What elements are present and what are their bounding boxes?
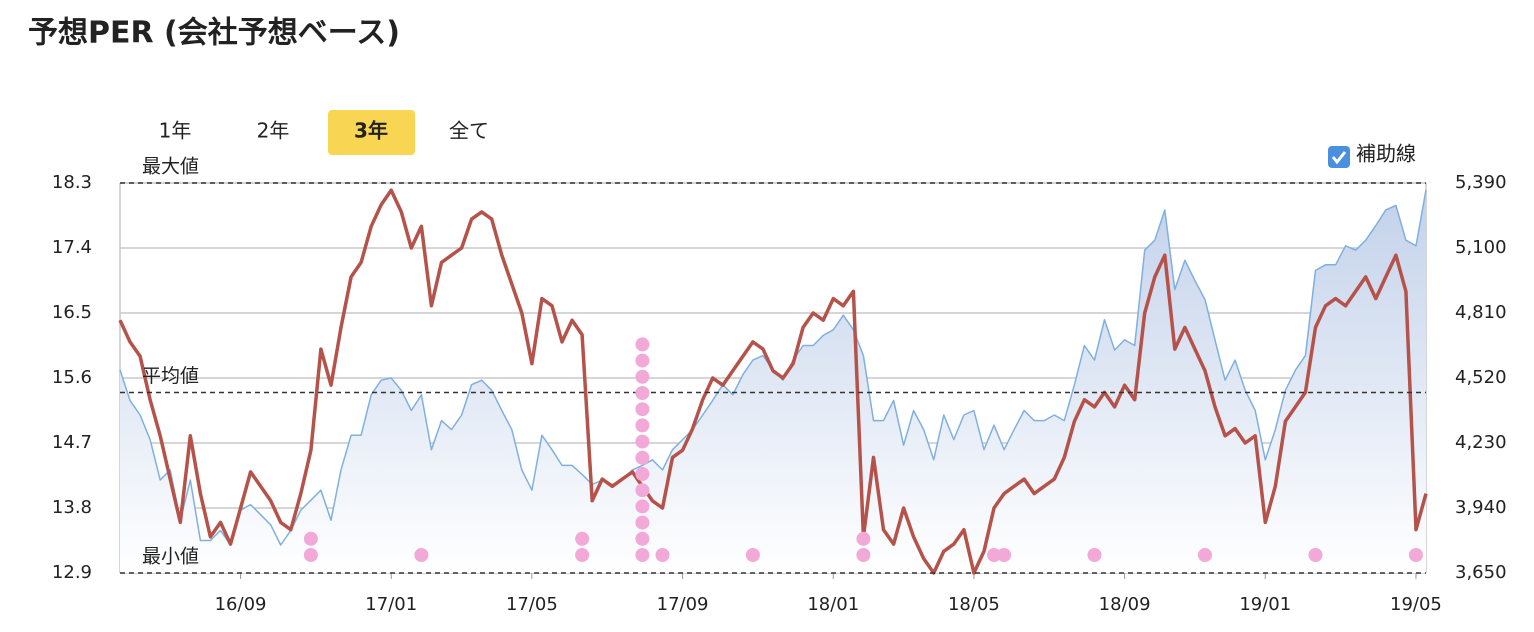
page-title: 予想PER (会社予想ベース) xyxy=(28,16,400,51)
x-tick-label: 16/09 xyxy=(215,594,267,615)
tab[interactable]: 2年 xyxy=(257,119,290,143)
event-dot[interactable] xyxy=(414,548,429,562)
event-dot[interactable] xyxy=(1087,548,1102,562)
x-tick-label: 18/09 xyxy=(1099,594,1151,615)
event-dot[interactable] xyxy=(303,531,318,546)
y2-tick-label: 4,520 xyxy=(1455,367,1507,388)
tab[interactable]: 全て xyxy=(449,119,489,143)
event-dot[interactable] xyxy=(575,531,590,546)
y2-tick-label: 3,650 xyxy=(1455,562,1507,583)
y-tick-label: 15.6 xyxy=(52,367,92,388)
x-tick-label: 19/05 xyxy=(1390,594,1442,615)
event-dot[interactable] xyxy=(635,531,650,546)
x-tick-label: 18/05 xyxy=(948,594,1000,615)
checkbox-label[interactable]: 補助線 xyxy=(1356,142,1416,166)
y-tick-label: 18.3 xyxy=(52,172,92,193)
event-dot[interactable] xyxy=(635,418,650,433)
event-dot[interactable] xyxy=(635,386,650,400)
y-tick-label: 12.9 xyxy=(52,562,92,583)
tab-active-bg[interactable] xyxy=(328,110,415,155)
y-tick-label: 14.7 xyxy=(52,432,92,453)
y-tick-label: 13.8 xyxy=(52,497,92,518)
x-tick-label: 17/01 xyxy=(365,594,417,615)
x-tick-label: 17/05 xyxy=(506,594,558,615)
series-line xyxy=(118,188,1428,575)
event-dot[interactable] xyxy=(635,450,650,465)
y2-tick-label: 4,230 xyxy=(1455,432,1507,453)
check-icon xyxy=(1331,151,1347,165)
reference-label: 平均値 xyxy=(142,365,199,387)
event-dot[interactable] xyxy=(635,337,650,352)
event-dot[interactable] xyxy=(635,434,650,449)
y2-tick-label: 4,810 xyxy=(1455,302,1507,323)
event-dot[interactable] xyxy=(997,548,1012,562)
event-dot[interactable] xyxy=(1197,548,1212,562)
tab[interactable]: 3年 xyxy=(354,119,388,143)
area xyxy=(120,189,1426,573)
event-dot[interactable] xyxy=(987,548,1002,562)
event-dot[interactable] xyxy=(635,369,650,384)
tab[interactable]: 1年 xyxy=(159,119,192,143)
x-tick-label: 17/09 xyxy=(657,594,709,615)
y2-tick-label: 5,100 xyxy=(1455,237,1507,258)
event-dot[interactable] xyxy=(575,548,590,562)
event-dot[interactable] xyxy=(655,548,670,562)
event-dot[interactable] xyxy=(635,483,650,498)
x-tick-label: 19/01 xyxy=(1239,594,1291,615)
event-dot[interactable] xyxy=(635,353,650,368)
event-dot[interactable] xyxy=(1408,548,1423,562)
event-dot[interactable] xyxy=(745,548,760,562)
event-dot[interactable] xyxy=(635,548,650,562)
y2-tick-label: 3,940 xyxy=(1455,497,1507,518)
y-tick-label: 17.4 xyxy=(52,237,92,258)
event-dot[interactable] xyxy=(635,515,650,530)
x-tick-label: 18/01 xyxy=(807,594,859,615)
checkbox[interactable] xyxy=(1328,146,1350,168)
event-dot[interactable] xyxy=(635,467,650,481)
event-dot[interactable] xyxy=(635,499,650,514)
event-dot[interactable] xyxy=(856,531,871,546)
event-dot[interactable] xyxy=(856,548,871,562)
y-tick-label: 16.5 xyxy=(52,302,92,323)
reference-label: 最小値 xyxy=(142,546,199,568)
guide-toggle[interactable]: 補助線 xyxy=(1328,142,1416,169)
event-dot[interactable] xyxy=(303,548,318,562)
y2-tick-label: 5,390 xyxy=(1455,172,1507,193)
event-dot[interactable] xyxy=(1308,548,1323,562)
reference-label: 最大値 xyxy=(142,156,199,178)
event-dot[interactable] xyxy=(635,402,650,417)
